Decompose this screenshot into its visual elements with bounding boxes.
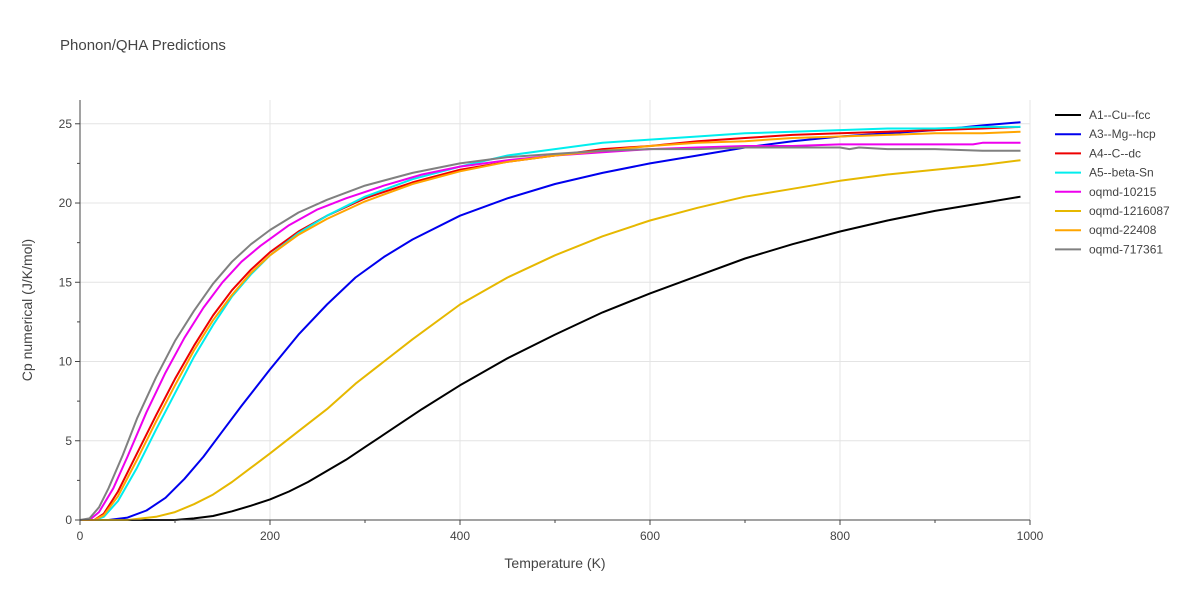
legend-label: A3--Mg--hcp [1089, 127, 1156, 141]
y-tick-label: 20 [59, 196, 73, 210]
legend-item-A1--Cu--fcc[interactable]: A1--Cu--fcc [1055, 108, 1150, 122]
legend-item-A3--Mg--hcp[interactable]: A3--Mg--hcp [1055, 127, 1156, 141]
legend-item-oqmd-22408[interactable]: oqmd-22408 [1055, 223, 1157, 237]
x-tick-label: 400 [450, 529, 470, 543]
series-line-A1--Cu--fcc [80, 195, 1021, 521]
axes: 0 200 400 600 800 1000 0 5 10 15 20 25 [59, 100, 1044, 543]
legend-item-A4--C--dc[interactable]: A4--C--dc [1055, 146, 1141, 160]
x-tick-label: 1000 [1017, 529, 1044, 543]
y-tick-label: 0 [65, 513, 72, 527]
y-tick-label: 5 [65, 434, 72, 448]
x-tick-label: 200 [260, 529, 280, 543]
legend-item-oqmd-717361[interactable]: oqmd-717361 [1055, 242, 1163, 256]
legend-label: oqmd-22408 [1089, 223, 1157, 237]
legend[interactable]: A1--Cu--fcc A3--Mg--hcp A4--C--dc A5--beta-… [1055, 108, 1170, 256]
y-tick-label: 15 [59, 275, 73, 289]
legend-item-oqmd-1216087[interactable]: oqmd-1216087 [1055, 204, 1170, 218]
y-tick-label: 10 [59, 355, 73, 369]
legend-item-oqmd-10215[interactable]: oqmd-10215 [1055, 185, 1157, 199]
legend-label: oqmd-10215 [1089, 185, 1157, 199]
legend-label: oqmd-1216087 [1089, 204, 1170, 218]
x-axis-title: Temperature (K) [504, 555, 605, 571]
series-line-oqmd-717361 [79, 146, 1021, 521]
chart-title: Phonon/QHA Predictions [60, 37, 226, 54]
series-line-A5--beta-Sn [80, 125, 1021, 521]
legend-label: oqmd-717361 [1089, 242, 1163, 256]
x-tick-label: 0 [77, 529, 84, 543]
series-line-oqmd-1216087 [80, 159, 1021, 521]
legend-label: A5--beta-Sn [1089, 166, 1154, 180]
y-axis-title: Cp numerical (J/K/mol) [19, 239, 35, 381]
y-tick-label: 25 [59, 117, 73, 131]
x-tick-label: 600 [640, 529, 660, 543]
legend-item-A5--beta-Sn[interactable]: A5--beta-Sn [1055, 166, 1154, 180]
legend-label: A4--C--dc [1089, 146, 1141, 160]
series-line-A3--Mg--hcp [80, 121, 1021, 521]
plot-lines [79, 121, 1021, 521]
series-line-oqmd-22408 [80, 130, 1021, 521]
x-tick-label: 800 [830, 529, 850, 543]
series-line-oqmd-10215 [80, 141, 1021, 521]
series-line-A4--C--dc [80, 125, 1021, 521]
legend-label: A1--Cu--fcc [1089, 108, 1150, 122]
grid [80, 100, 1031, 520]
